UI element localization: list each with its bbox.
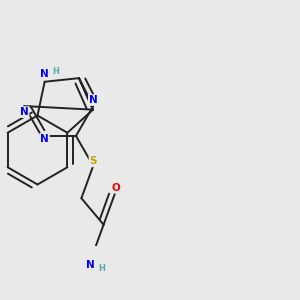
Text: H: H [52,67,59,76]
Text: H: H [98,264,105,273]
Text: N: N [86,260,95,270]
Text: N: N [40,69,49,79]
Text: N: N [40,134,49,144]
Text: N: N [89,95,98,105]
Text: O: O [111,183,120,193]
Text: S: S [89,156,97,166]
Text: N: N [20,107,28,117]
